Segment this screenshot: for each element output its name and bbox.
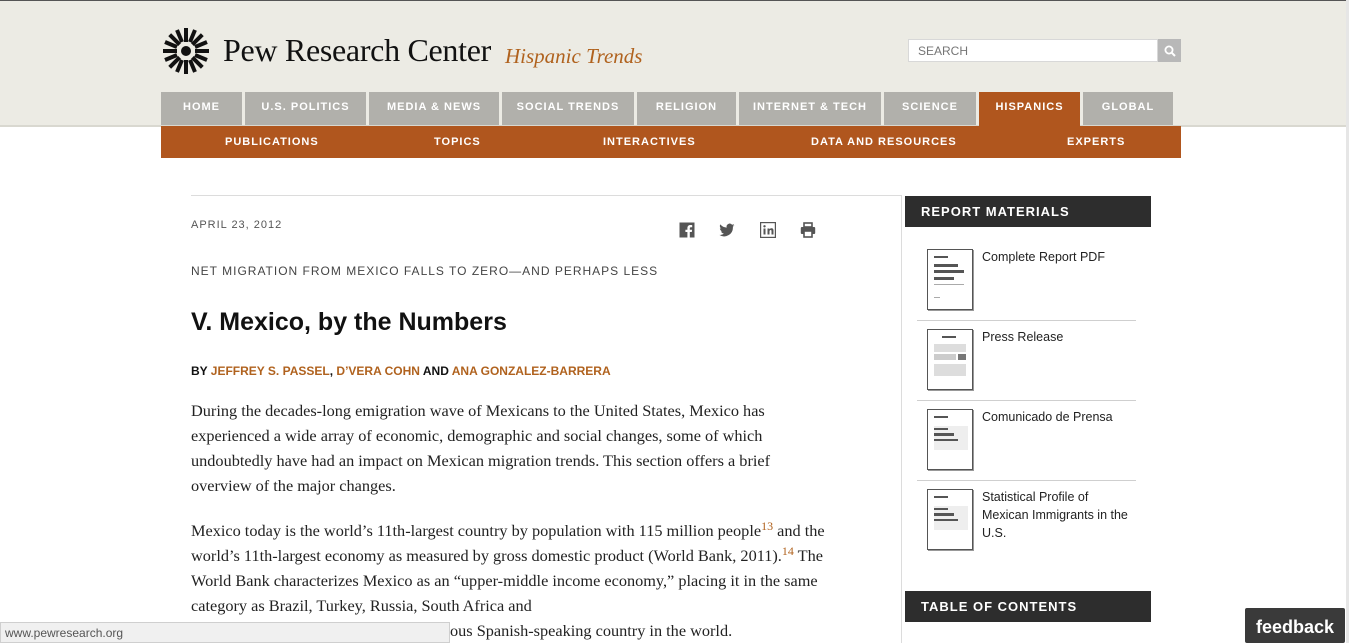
material-item[interactable]: Statistical Profile of Mexican Immigrant… <box>917 481 1136 561</box>
material-label[interactable]: Comunicado de Prensa <box>982 410 1113 424</box>
article-paragraph-2: Mexico today is the world’s 11th-largest… <box>191 518 831 643</box>
material-item[interactable]: Comunicado de Prensa <box>917 401 1136 481</box>
paragraph-text: and the world’s 11th-largest economy as … <box>191 521 825 565</box>
nav-hispanics[interactable]: HISPANICS <box>979 92 1080 127</box>
feedback-button[interactable]: feedback <box>1245 608 1345 643</box>
subnav-experts[interactable]: EXPERTS <box>1067 136 1126 148</box>
statistical-profile-thumbnail-icon <box>927 489 973 550</box>
pew-logo-icon[interactable] <box>161 26 211 76</box>
byline: BY JEFFREY S. PASSEL, D’VERA COHN AND AN… <box>191 364 611 378</box>
material-item[interactable]: Press Release <box>917 321 1136 401</box>
author-link-passel[interactable]: JEFFREY S. PASSEL <box>210 364 330 378</box>
sidebar-divider <box>901 195 902 643</box>
main-nav: HOME U.S. POLITICS MEDIA & NEWS SOCIAL T… <box>161 92 1173 127</box>
search-button[interactable] <box>1158 39 1181 62</box>
nav-religion[interactable]: RELIGION <box>637 92 736 125</box>
report-materials-heading: REPORT MATERIALS <box>905 196 1151 227</box>
material-item[interactable]: Complete Report PDF <box>917 241 1136 321</box>
article-title: V. Mexico, by the Numbers <box>191 308 507 336</box>
nav-science[interactable]: SCIENCE <box>884 92 976 125</box>
article-date: APRIL 23, 2012 <box>191 219 283 231</box>
table-of-contents-heading[interactable]: TABLE OF CONTENTS <box>905 591 1151 622</box>
footnote-14-link[interactable]: 14 <box>781 544 794 558</box>
twitter-icon[interactable] <box>719 222 735 238</box>
brand-name[interactable]: Pew Research Center <box>223 32 491 68</box>
press-release-thumbnail-icon <box>927 329 973 390</box>
byline-prefix: BY <box>191 364 208 378</box>
subnav-publications[interactable]: PUBLICATIONS <box>225 136 319 148</box>
nav-home[interactable]: HOME <box>161 92 242 125</box>
facebook-icon[interactable] <box>679 222 695 238</box>
sub-nav: PUBLICATIONS TOPICS INTERACTIVES DATA AN… <box>161 126 1181 158</box>
article-paragraph-1: During the decades-long emigration wave … <box>191 401 771 495</box>
nav-media-news[interactable]: MEDIA & NEWS <box>369 92 499 125</box>
article-kicker[interactable]: NET MIGRATION FROM MEXICO FALLS TO ZERO—… <box>191 264 659 278</box>
byline-comma: , <box>329 364 334 378</box>
paragraph-text-tail: ous Spanish-speaking country in the worl… <box>450 621 733 640</box>
nav-internet-tech[interactable]: INTERNET & TECH <box>739 92 881 125</box>
author-link-gonzalez-barrera[interactable]: ANA GONZALEZ-BARRERA <box>451 364 611 378</box>
paragraph-text: Mexico today is the world’s 11th-largest… <box>191 521 762 540</box>
material-label[interactable]: Statistical Profile of Mexican Immigrant… <box>982 490 1128 540</box>
byline-and: AND <box>422 364 449 378</box>
nav-us-politics[interactable]: U.S. POLITICS <box>245 92 366 125</box>
subnav-topics[interactable]: TOPICS <box>434 136 481 148</box>
subnav-data-resources[interactable]: DATA AND RESOURCES <box>811 136 957 148</box>
linkedin-icon[interactable] <box>760 222 776 238</box>
material-label[interactable]: Press Release <box>982 330 1064 344</box>
pdf-thumbnail-icon <box>927 249 973 310</box>
search-input[interactable] <box>908 39 1158 62</box>
subnav-interactives[interactable]: INTERACTIVES <box>603 136 696 148</box>
material-label[interactable]: Complete Report PDF <box>982 250 1105 264</box>
paragraph-text: The World Bank characterizes Mexico as a… <box>191 546 823 615</box>
content-divider <box>191 195 901 196</box>
brand-section[interactable]: Hispanic Trends <box>505 44 643 68</box>
browser-status-bar: www.pewresearch.org <box>0 622 450 643</box>
comunicado-thumbnail-icon <box>927 409 973 470</box>
nav-social-trends[interactable]: SOCIAL TRENDS <box>502 92 634 125</box>
author-link-cohn[interactable]: D’VERA COHN <box>336 364 420 378</box>
nav-global[interactable]: GLOBAL <box>1083 92 1173 125</box>
print-icon[interactable] <box>800 222 816 238</box>
footnote-13-link[interactable]: 13 <box>761 519 774 533</box>
scrollbar[interactable] <box>1346 0 1349 643</box>
search-icon <box>1164 45 1176 57</box>
